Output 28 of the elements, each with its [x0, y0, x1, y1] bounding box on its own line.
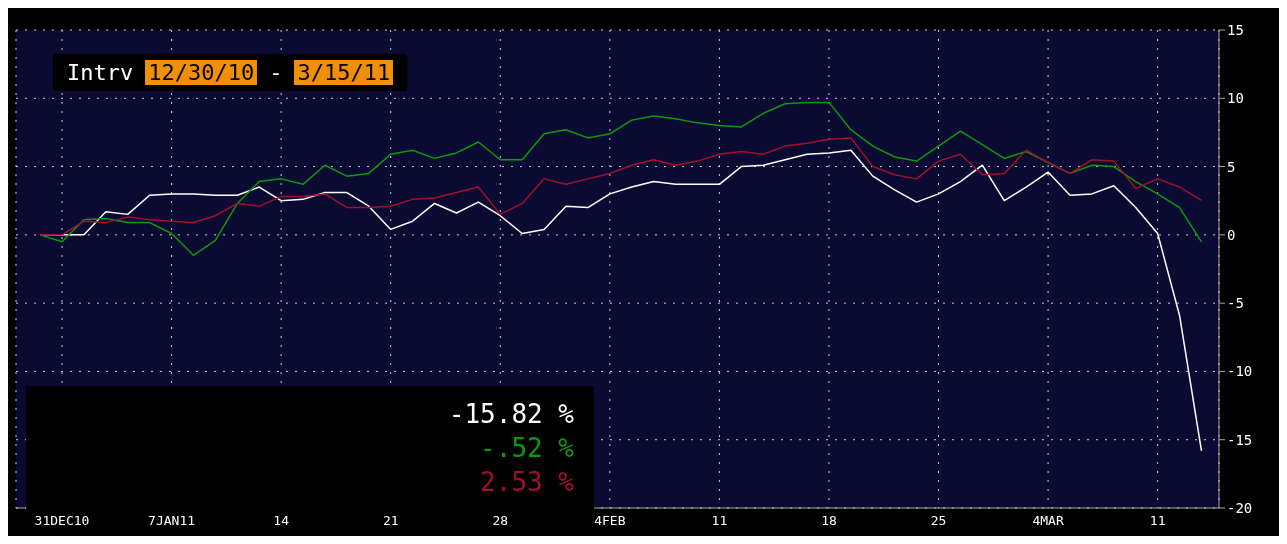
x-tick-label: 11 — [1149, 513, 1166, 529]
x-tick-label: 21 — [382, 513, 399, 529]
x-tick-label: 28 — [492, 513, 509, 529]
annotation: 3/15/11 — [294, 60, 394, 85]
annotation: -15.82 % — [448, 398, 574, 431]
annotation: -.52 % — [480, 432, 574, 465]
y-tick-label: 5 — [1227, 158, 1236, 175]
annotation: 2.53 % — [480, 466, 574, 499]
x-tick-label: 4FEB — [594, 513, 626, 529]
x-tick-label: 7JAN11 — [148, 513, 196, 529]
x-tick-label: 25 — [930, 513, 947, 529]
text-panel: -15.82 % -.52 % 2.53 % — [26, 386, 594, 510]
y-tick-label: 15 — [1227, 21, 1244, 38]
y-tick-label: 10 — [1227, 90, 1244, 107]
y-tick-label: 0 — [1227, 226, 1236, 243]
x-tick-label: 14 — [273, 513, 290, 529]
y-tick-label: -20 — [1227, 499, 1253, 516]
y-tick-label: -10 — [1227, 363, 1253, 380]
x-tick-label: 18 — [821, 513, 837, 529]
text: Intrv — [67, 60, 134, 85]
y-tick-label: -15 — [1227, 431, 1253, 448]
y-tick-label: -5 — [1227, 295, 1244, 312]
annotation: - — [269, 60, 283, 85]
x-tick-label: 11 — [711, 513, 728, 529]
annotation: 12/30/10 — [145, 60, 258, 85]
x-tick-label: 4MAR — [1032, 513, 1064, 529]
line-series — [39, 137, 1203, 236]
x-tick-label: 31DEC10 — [34, 513, 90, 529]
